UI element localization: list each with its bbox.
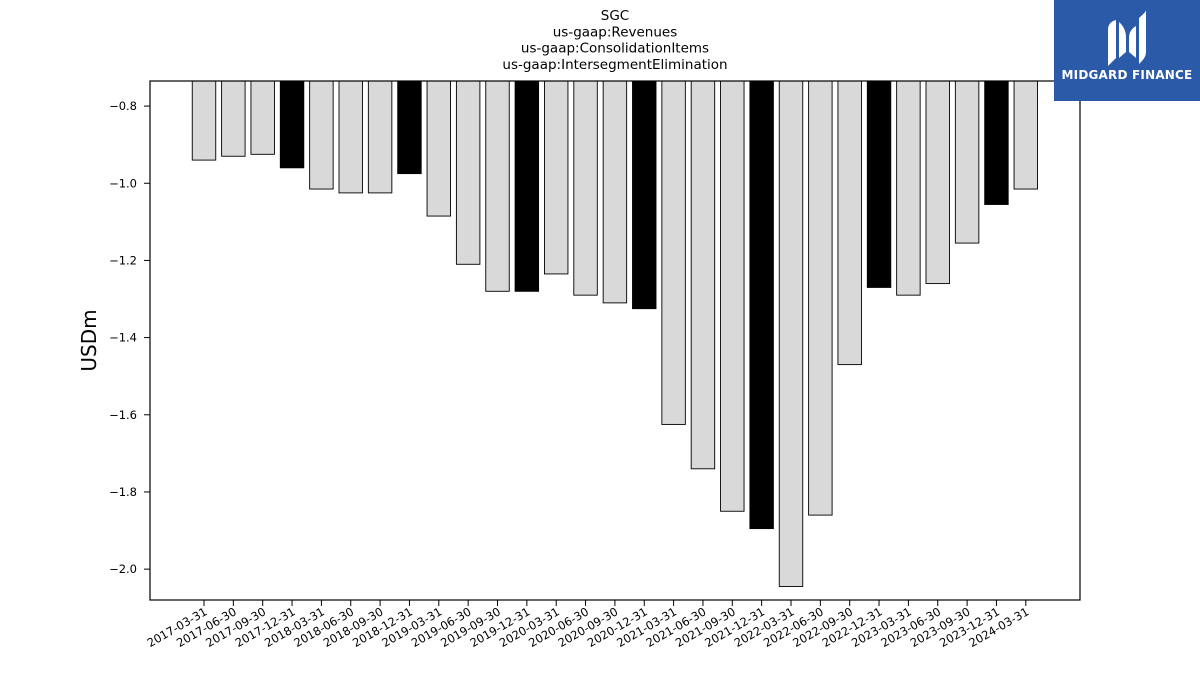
bar — [984, 80, 1009, 205]
x-axis: 2017-03-312017-06-302017-09-302017-12-31… — [145, 600, 1031, 650]
bar — [279, 80, 305, 169]
chart-title: SGCus-gaap:Revenuesus-gaap:Consolidation… — [502, 8, 727, 73]
bars — [191, 80, 1038, 587]
brand-logo: MIDGARD FINANCE — [1054, 0, 1200, 101]
bar — [455, 80, 481, 265]
bar — [866, 80, 892, 288]
bar — [896, 80, 921, 296]
y-axis: −0.8 −1.0 −1.2 −1.4 −1.6 −1.8 −2.0 — [109, 99, 150, 576]
bar — [426, 80, 451, 217]
chart-title-line: us-gaap:Revenues — [553, 24, 678, 40]
bar — [661, 80, 686, 425]
bar — [778, 80, 804, 587]
bar — [367, 80, 393, 194]
bar — [221, 80, 246, 157]
chart-title-line: SGC — [601, 8, 629, 24]
bar — [808, 80, 833, 516]
y-tick-label: −1.6 — [109, 408, 137, 422]
bar — [602, 80, 628, 304]
bar — [250, 80, 275, 155]
brand-name: MIDGARD FINANCE — [1061, 68, 1193, 82]
bar — [954, 80, 980, 244]
y-tick-label: −1.4 — [109, 331, 137, 345]
y-tick-label: −1.0 — [109, 176, 137, 190]
y-tick-label: −2.0 — [109, 562, 137, 576]
bar — [191, 80, 217, 161]
bar — [720, 80, 745, 512]
bar — [514, 80, 540, 292]
bar — [749, 80, 774, 530]
bar — [837, 80, 862, 366]
bar — [1013, 80, 1038, 190]
bar — [485, 80, 510, 292]
y-axis-label: USDm — [77, 309, 101, 371]
bar — [573, 80, 598, 296]
bar — [397, 80, 422, 175]
chart-title-line: us-gaap:ConsolidationItems — [521, 41, 709, 57]
plot-frame — [149, 80, 1081, 601]
bar — [338, 80, 363, 194]
bar — [632, 80, 657, 310]
y-tick-label: −0.8 — [109, 99, 137, 113]
chart-title-line: us-gaap:IntersegmentElimination — [502, 57, 727, 73]
bar — [925, 80, 950, 285]
bar — [690, 80, 716, 470]
bar — [544, 80, 569, 275]
y-tick-label: −1.2 — [109, 253, 137, 267]
y-tick-label: −1.8 — [109, 485, 137, 499]
bar — [309, 80, 334, 190]
midgard-logo-icon — [1108, 10, 1146, 66]
